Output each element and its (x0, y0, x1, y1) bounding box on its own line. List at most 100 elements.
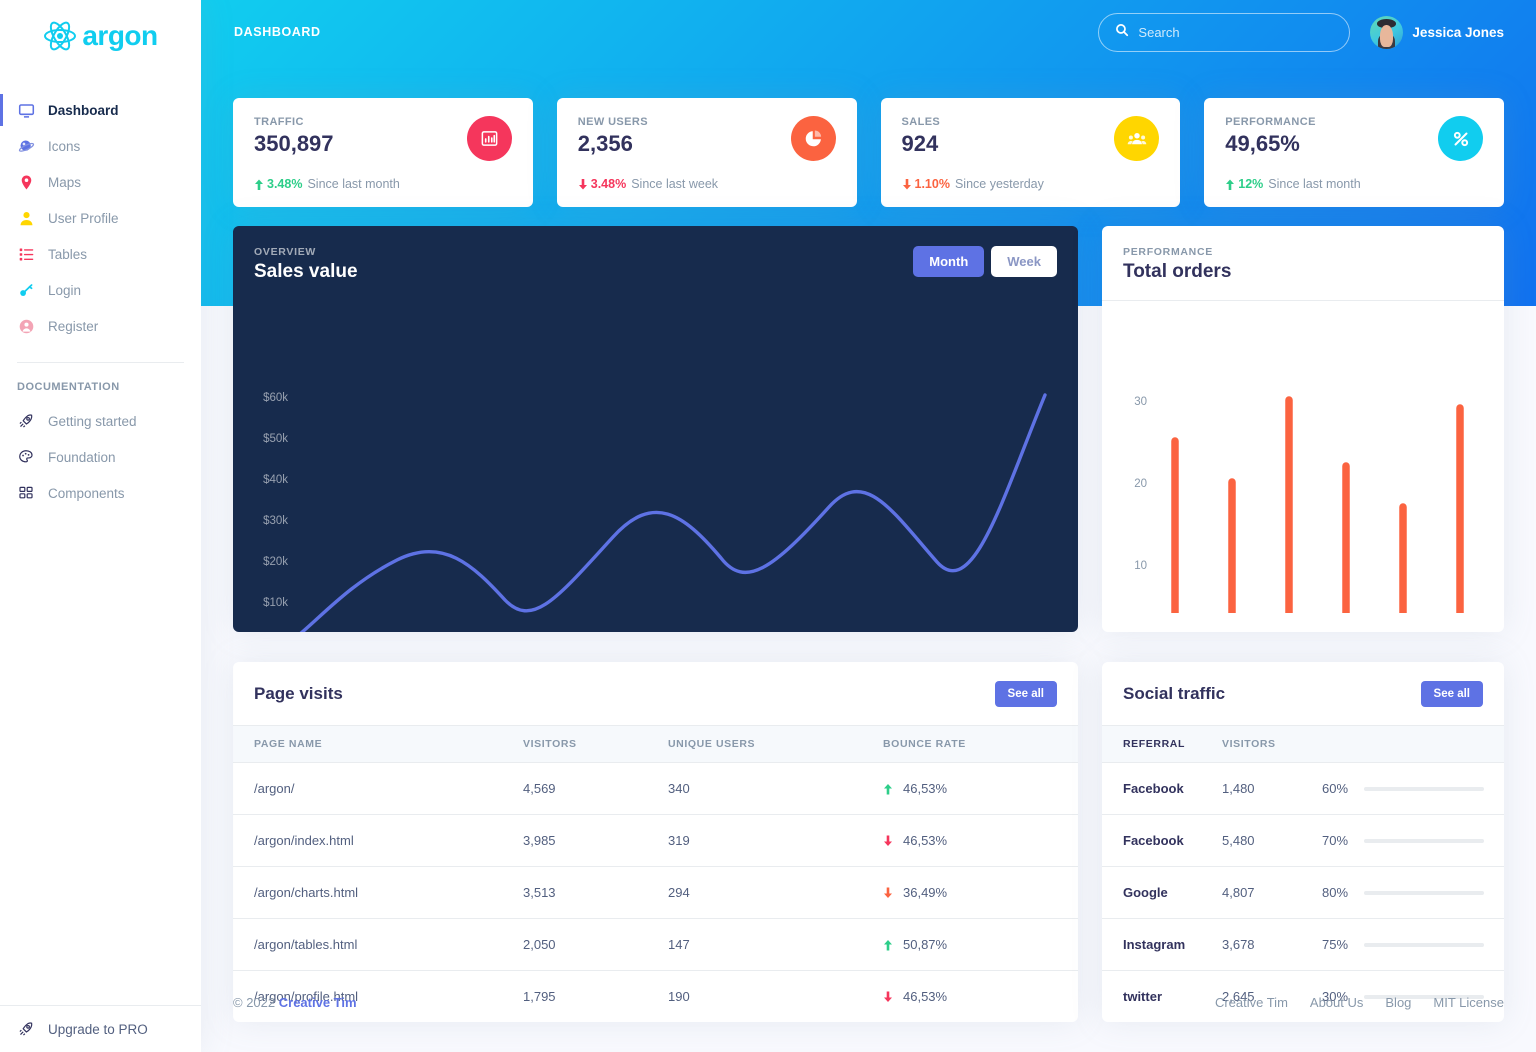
stat-title: PERFORMANCE (1225, 116, 1316, 128)
map-pin-icon (17, 173, 35, 191)
visitors: 4,807 (1222, 866, 1322, 919)
unique-users: 340 (668, 762, 883, 815)
sidebar-item-foundation[interactable]: Foundation (0, 439, 201, 475)
bounce-rate: 46,53% (883, 814, 1078, 867)
sidebar-item-user-profile[interactable]: User Profile (0, 200, 201, 236)
footer-link-mit-license[interactable]: MIT License (1433, 995, 1504, 1010)
table-row[interactable]: /argon/tables.html 2,050 147 50,87% (233, 918, 1078, 971)
see-all-button[interactable]: See all (994, 681, 1057, 707)
share-cell: 30% (1322, 971, 1504, 1023)
table-row[interactable]: /argon/index.html 3,985 319 46,53% (233, 814, 1078, 867)
search-input[interactable] (1138, 24, 1334, 40)
stat-card-new-users: NEW USERS 2,356 3.48% Since last week (556, 98, 857, 207)
search-box[interactable] (1098, 12, 1351, 52)
footer-link-about-us[interactable]: About Us (1309, 995, 1364, 1010)
key-icon (17, 281, 35, 299)
table-row[interactable]: Facebook 1,480 60% (1102, 762, 1504, 815)
chart-eyebrow: PERFORMANCE (1123, 246, 1213, 258)
sidebar-item-maps[interactable]: Maps (0, 164, 201, 200)
see-all-button[interactable]: See all (1420, 681, 1483, 707)
table-row[interactable]: /argon/charts.html 3,513 294 36,49% (233, 866, 1078, 919)
svg-text:20: 20 (1134, 478, 1147, 490)
stat-delta: 12% (1225, 177, 1263, 191)
toggle-week-button[interactable]: Week (991, 246, 1057, 277)
table-row[interactable]: twitter 2,645 30% (1102, 971, 1504, 1023)
visitors: 3,678 (1222, 918, 1322, 971)
stat-value: 49,65% (1225, 131, 1300, 156)
visitors: 1,795 (523, 989, 556, 1004)
page-visits-card: Page visits See all PAGE NAME VISITORS U… (233, 662, 1078, 1022)
visitors: 3,513 (523, 866, 668, 919)
creative-tim-link[interactable]: Creative Tim (278, 995, 357, 1010)
table-row[interactable]: /argon/profile.html 1,795 190 46,53% (233, 971, 1078, 1023)
svg-text:$20k: $20k (263, 556, 288, 568)
bounce-rate: 50,87% (883, 918, 1078, 971)
column-header: REFERRAL (1102, 726, 1222, 763)
svg-text:10: 10 (1134, 560, 1147, 572)
table-row[interactable]: Facebook 5,480 70% (1102, 814, 1504, 867)
brand[interactable]: argon (0, 0, 201, 72)
share-cell: 80% (1322, 866, 1504, 919)
grid-icon (17, 484, 35, 502)
percent-icon (1438, 116, 1483, 161)
referral: Instagram (1102, 918, 1222, 971)
planet-icon (17, 137, 35, 155)
sidebar-item-label: Getting started (48, 413, 137, 429)
share-pct: 80% (1322, 885, 1349, 900)
stat-note: Since last month (307, 177, 400, 191)
footer-link-blog[interactable]: Blog (1385, 995, 1412, 1010)
stat-title: SALES (901, 116, 941, 128)
sidebar-item-login[interactable]: Login (0, 272, 201, 308)
sidebar-item-label: Dashboard (48, 102, 119, 118)
page-name: /argon/charts.html (233, 866, 523, 919)
column-header: BOUNCE RATE (883, 726, 1078, 763)
table-row[interactable]: /argon/ 4,569 340 46,53% (233, 762, 1078, 815)
svg-text:30: 30 (1134, 396, 1147, 408)
sidebar-item-tables[interactable]: Tables (0, 236, 201, 272)
unique-users: 147 (668, 918, 883, 971)
card-title: Page visits (254, 684, 343, 703)
bullet-list-icon (17, 245, 35, 263)
monitor-icon (17, 101, 35, 119)
bar-chart-icon (466, 116, 512, 161)
column-header: PAGE NAME (233, 726, 523, 763)
user-menu[interactable]: Jessica Jones (1370, 15, 1504, 49)
user-icon (17, 209, 35, 227)
table-row[interactable]: Instagram 3,678 75% (1102, 918, 1504, 971)
chart-eyebrow: OVERVIEW (254, 246, 317, 258)
column-header: UNIQUE USERS (668, 726, 883, 763)
sidebar-item-icons[interactable]: Icons (0, 128, 201, 164)
svg-text:$10k: $10k (263, 597, 288, 609)
arrow-down-icon (884, 991, 892, 1002)
sidebar-item-components[interactable]: Components (0, 475, 201, 511)
upgrade-to-pro-button[interactable]: Upgrade to PRO (0, 1006, 201, 1052)
palette-icon (17, 448, 35, 466)
referral: Facebook (1102, 814, 1222, 867)
users-icon (1114, 116, 1160, 161)
visitors: 3,985 (523, 814, 668, 867)
stat-title: NEW USERS (577, 116, 648, 128)
sidebar-item-register[interactable]: Register (0, 308, 201, 344)
stat-note: Since last month (1268, 177, 1361, 191)
toggle-month-button[interactable]: Month (913, 246, 985, 277)
share-pct: 70% (1322, 833, 1349, 848)
stat-note: Since yesterday (954, 177, 1044, 191)
total-orders-card: PERFORMANCE Total orders 30 20 10 0 (1102, 226, 1504, 632)
arrow-up-icon (884, 783, 892, 794)
visitors: 1,480 (1222, 762, 1322, 815)
sidebar-item-dashboard[interactable]: Dashboard (0, 92, 201, 128)
sidebar: argon Dashboard (0, 0, 201, 1052)
stat-value: 2,356 (577, 131, 633, 156)
svg-text:$60k: $60k (263, 392, 288, 404)
referral: Google (1102, 866, 1222, 919)
sidebar-item-label: Foundation (48, 449, 116, 465)
sidebar-item-getting-started[interactable]: Getting started (0, 403, 201, 439)
share-cell: 70% (1322, 814, 1504, 867)
table-row[interactable]: Google 4,807 80% (1102, 866, 1504, 919)
page-name: /argon/ (233, 762, 523, 815)
visitors: 2,050 (523, 918, 668, 971)
footer-link-creative-tim[interactable]: Creative Tim (1214, 995, 1288, 1010)
visitors: 4,569 (523, 762, 668, 815)
brand-name: argon (82, 20, 158, 51)
